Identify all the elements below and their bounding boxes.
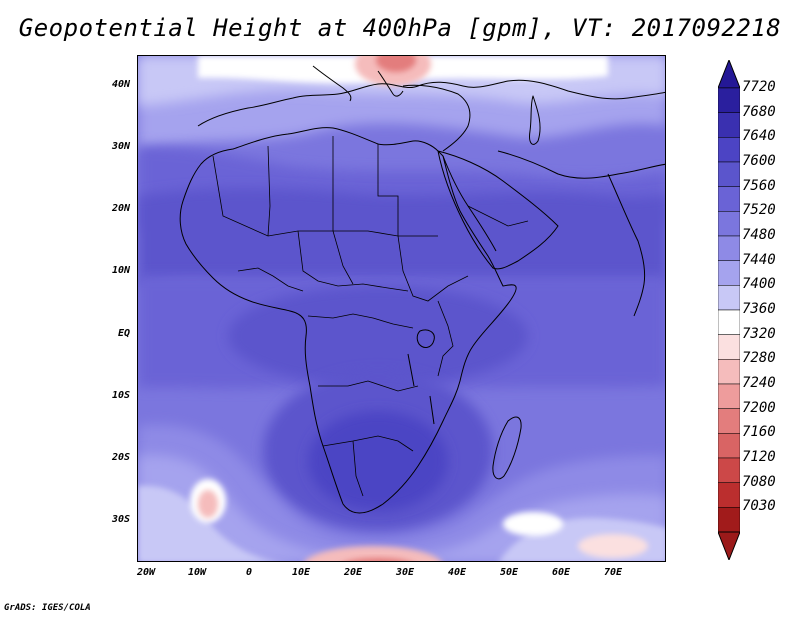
sudan-border (397, 235, 469, 302)
colorbar-label: 7320 (742, 325, 776, 342)
colorbar-swatch (718, 433, 740, 459)
colorbar-label: 7440 (742, 251, 776, 268)
congo-border (307, 313, 414, 329)
field-southwest-pale (138, 485, 276, 561)
colorbar-label: 7160 (742, 424, 776, 441)
chad-border (332, 230, 354, 285)
coastlines (179, 65, 665, 514)
map-title: Geopotential Height at 400hPa [gpm], VT:… (18, 14, 782, 42)
angola-border (318, 380, 419, 392)
colorbar-swatch (718, 359, 740, 385)
sahel-border (212, 155, 438, 237)
levant-coast (402, 84, 471, 152)
india-coast (607, 173, 646, 317)
egypt-sudan-border (377, 144, 399, 236)
field-sw-pink (198, 490, 218, 518)
colorbar-swatch (718, 211, 740, 237)
colorbar-label: 7200 (742, 399, 776, 416)
colorbar-label: 7640 (742, 128, 776, 145)
field-south-red (349, 558, 407, 561)
colorbar-swatch (718, 507, 740, 533)
grads-credit: GrADS: IGES/COLA (4, 603, 91, 613)
lon-label-20w: 20W (136, 567, 156, 578)
lat-label-eq: EQ (117, 328, 130, 339)
colorbar-swatch (718, 457, 740, 483)
lon-label-10w: 10W (187, 567, 207, 578)
colorbar-swatch (718, 112, 740, 138)
iran-coast (497, 150, 665, 179)
east-africa-border (437, 300, 454, 377)
africa-coast (179, 127, 517, 514)
colorbar-swatch (718, 383, 740, 409)
colorbar-swatch (718, 186, 740, 212)
lat-label-20n: 20N (111, 203, 130, 214)
colorbar-bottom-arrow (718, 531, 740, 560)
colorbar-label: 7520 (742, 202, 776, 219)
colorbar-label: 7600 (742, 153, 776, 169)
madagascar-coast (492, 416, 522, 480)
field-tropical-band (138, 188, 665, 286)
colorbar-swatch (718, 285, 740, 311)
lake-victoria (416, 329, 435, 348)
algeria-border (267, 145, 271, 237)
lon-label-60e: 60E (551, 567, 571, 578)
field-south-deep (308, 411, 448, 511)
colorbar-swatch (718, 309, 740, 335)
field-north-red (376, 56, 416, 72)
colorbar-label: 7400 (742, 276, 776, 293)
lon-label-20e: 20E (343, 567, 363, 578)
italy-coast (312, 65, 352, 102)
colorbar-label: 7280 (742, 350, 776, 367)
field-se-white (503, 512, 563, 536)
europe-coast (197, 79, 665, 127)
colorbar-swatch (718, 235, 740, 261)
rift-lakes (407, 353, 435, 425)
caspian-coast (529, 95, 541, 145)
lat-label-30n: 30N (111, 141, 130, 152)
lon-label-0: 0 (245, 567, 253, 578)
lon-label-50e: 50E (499, 567, 519, 578)
colorbar-label: 7480 (742, 227, 776, 243)
lat-label-20s: 20S (111, 452, 130, 463)
colorbar-top-arrow (718, 60, 740, 89)
colorbar-label: 7560 (742, 177, 776, 194)
colorbar-label: 7120 (742, 449, 776, 465)
lon-label-40e: 40E (447, 567, 467, 578)
colorbar-swatch (718, 482, 740, 508)
field-se-pink (578, 534, 648, 558)
colorbar-swatch (718, 161, 740, 187)
colorbar-label: 7720 (742, 79, 776, 95)
colorbar-swatch (718, 334, 740, 360)
lat-label-40n: 40N (111, 79, 130, 90)
west-africa-border (237, 267, 304, 292)
colorbar-swatch (718, 137, 740, 163)
greece-coast (377, 70, 404, 97)
colorbar-label: 7360 (742, 301, 776, 317)
lat-label-10s: 10S (111, 390, 130, 401)
lat-label-30s: 30S (111, 514, 130, 525)
colorbar-label: 7080 (742, 473, 776, 490)
colorbar-swatch (718, 87, 740, 113)
map-panel (137, 55, 666, 562)
lon-label-70e: 70E (603, 567, 623, 578)
colorbar-label: 7240 (742, 375, 776, 391)
lat-label-10n: 10N (111, 265, 130, 276)
colorbar-label: 7030 (742, 498, 776, 515)
lon-label-10e: 10E (291, 567, 311, 578)
field-central-dark (228, 286, 528, 386)
namibia-border (352, 440, 364, 497)
lon-label-30e: 30E (395, 567, 415, 578)
colorbar (718, 60, 740, 560)
colorbar-swatch (718, 260, 740, 286)
arabia-coast (437, 150, 559, 270)
colorbar-swatch (718, 408, 740, 434)
country-borders (212, 136, 529, 497)
geopotential-field (138, 56, 665, 561)
arabia-border (467, 205, 529, 227)
central-border (297, 230, 409, 292)
field-south-pink (305, 546, 441, 561)
southern-border (322, 435, 414, 452)
colorbar-label: 7680 (742, 103, 776, 120)
